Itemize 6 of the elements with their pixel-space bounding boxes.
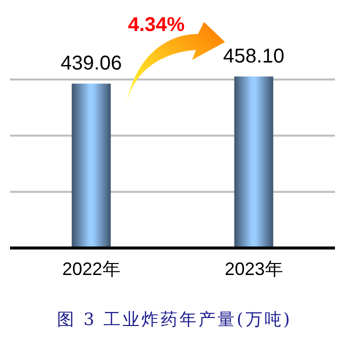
- text: 图 3 工业炸药年产量(万吨): [56, 309, 293, 331]
- data-label: 439.06: [60, 52, 122, 75]
- x-tick-label: 2023年: [224, 258, 283, 279]
- x-tick-label: 2022年: [62, 258, 120, 279]
- data-label: 458.10: [223, 45, 284, 68]
- text: 4.34%: [128, 14, 185, 37]
